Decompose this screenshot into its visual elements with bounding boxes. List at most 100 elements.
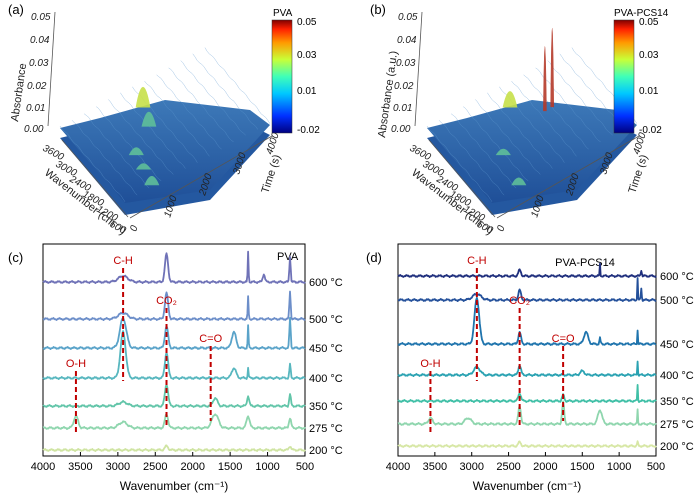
series-label-6: 200 °C: [309, 445, 343, 457]
panel-c-series-labels: 600 °C 500 °C 450 °C 400 °C 350 °C 275 °C 200 …: [309, 277, 343, 457]
panel-b-z-tick-2: 0.02: [394, 81, 414, 92]
surface-ridge-line: [83, 113, 150, 189]
panel-b-z-tick-1: 0.01: [393, 103, 412, 114]
panel-b-colorbar-tick-1: 0.03: [639, 50, 659, 61]
x-tick-label-5: 1500: [570, 461, 594, 473]
surface-ridge-line: [475, 99, 541, 175]
panel-d-series-labels: 600 °C 500 °C 450 °C 400 °C 350 °C 275 °C 200 …: [660, 271, 694, 453]
spectrum-400C: [397, 360, 657, 377]
series-label-2: 450 °C: [309, 343, 343, 355]
x-tick-label-1: 3500: [423, 461, 447, 473]
x-tick-label-7: 500: [647, 461, 665, 473]
spectrum-275C: [397, 400, 657, 426]
surface-peak-0: [502, 91, 518, 108]
panel-d-title: PVA-PCS14: [555, 257, 615, 269]
annotation-label-3: O-H: [420, 358, 440, 370]
panel-b-label: (b): [370, 2, 386, 17]
surface-peak-0: [135, 86, 151, 108]
panel-a-surface-peaks: [59, 47, 271, 202]
panel-b-colorbar: PVA-PCS14 0.05 0.03 0.01 -0.02: [613, 8, 669, 136]
series-label-4: 350 °C: [660, 396, 694, 408]
x-tick-label-1: 3500: [68, 461, 92, 473]
panel-d-label: (d): [366, 250, 382, 265]
annotation-label-0: C-H: [467, 255, 487, 267]
panel-b-z-tick-4: 0.04: [397, 35, 417, 46]
panel-a-colorbar: PVA 0.05 0.03 0.01 -0.02: [271, 8, 320, 136]
panel-a-z-tick-4: 0.04: [30, 35, 50, 46]
spectrum-500C: [42, 290, 306, 321]
surface-ridge-line: [547, 60, 613, 136]
panel-b-y-axis-line: [496, 135, 640, 219]
panel-a-colorbar-tick-1: 0.03: [297, 50, 317, 61]
panel-c-spectra: [42, 250, 306, 452]
x-tick-label-3: 2500: [496, 461, 520, 473]
x-tick-label-4: 2000: [180, 461, 204, 473]
surface-ridge-line: [168, 67, 234, 143]
panel-a-colorbar-gradient: [271, 19, 293, 134]
surface-peak-4: [511, 177, 527, 186]
series-label-3: 400 °C: [309, 373, 343, 385]
spectrum-200C: [397, 440, 657, 448]
surface-ridge-line: [204, 47, 271, 124]
panel-b-colorbar-tick-2: 0.01: [639, 86, 659, 97]
surface-ridge-line: [426, 125, 493, 202]
panel-a-z-tick-2: 0.02: [27, 81, 47, 92]
panel-a-y-tick-0: 0: [128, 224, 140, 233]
x-tick-label-4: 2000: [533, 461, 557, 473]
panel-a-colorbar-tick-2: 0.01: [297, 86, 317, 97]
spectrum-350C: [42, 383, 306, 408]
x-tick-label-2: 3000: [459, 461, 483, 473]
panel-d: (d) PVA-PCS14 C-H CO₂ C=O O-H 4000 3500 3000 2…: [366, 243, 694, 493]
series-label-3: 400 °C: [660, 370, 694, 382]
surface-ridge-line: [108, 99, 174, 175]
panel-c-x-ticks: 4000 3500 3000 2500 2000 1500 1000 500: [31, 452, 314, 473]
x-tick-label-0: 4000: [31, 461, 55, 473]
panel-b-colorbar-title: PVA-PCS14: [614, 8, 669, 19]
series-label-1: 500 °C: [660, 295, 694, 307]
spectrum-450C: [397, 296, 657, 346]
panel-a-colorbar-tick-3: -0.02: [297, 125, 320, 136]
surface-ridge-line: [463, 106, 529, 181]
x-tick-label-3: 2500: [143, 461, 167, 473]
surface-ridge-line: [96, 106, 162, 181]
panel-c-plot-frame: [42, 243, 306, 457]
panel-a-z-axis-line: [47, 11, 56, 127]
surface-ridge-line: [59, 125, 126, 202]
series-label-2: 450 °C: [660, 339, 694, 351]
panel-b-colorbar-tick-3: -0.02: [639, 125, 662, 136]
panel-a-y-axis-line: [129, 135, 273, 219]
panel-c-annotations: C-H CO₂ C=O O-H: [66, 255, 223, 432]
spectrum-275C: [42, 413, 306, 430]
series-label-4: 350 °C: [309, 401, 343, 413]
series-label-0: 600 °C: [660, 271, 694, 283]
panel-c-title: PVA: [277, 251, 299, 263]
panel-a-z-tick-5: 0.05: [31, 12, 51, 23]
spectrum-600C: [397, 262, 657, 278]
panel-a-z-tick-3: 0.03: [29, 58, 49, 69]
surface-ridge-line: [120, 92, 186, 169]
surface-ridge-line: [71, 120, 138, 196]
surface-peak-2: [550, 28, 555, 108]
surface-ridge-line: [535, 67, 601, 143]
surface-peak-1: [543, 46, 547, 112]
panel-d-spectra: [397, 262, 657, 448]
panel-a-y-label: Time (s): [259, 153, 283, 195]
surface-ridge-line: [511, 80, 577, 157]
panel-d-x-ticks: 4000 3500 3000 2500 2000 1500 1000 500: [386, 452, 665, 473]
panel-b-z-tick-3: 0.03: [396, 58, 416, 69]
surface-peak-4: [144, 176, 160, 186]
annotation-label-1: CO₂: [509, 295, 530, 307]
annotation-label-3: O-H: [66, 358, 86, 370]
x-tick-label-6: 1000: [255, 461, 279, 473]
panel-d-plot-frame: [397, 243, 657, 457]
panel-b-z-tick-0: 0.00: [391, 124, 411, 135]
spectrum-600C: [42, 250, 306, 284]
surface-ridge-line: [450, 113, 517, 189]
panel-b-y-tick-0: 0: [495, 224, 507, 233]
spectrum-200C: [42, 444, 306, 452]
surface-peak-2: [128, 147, 144, 156]
series-label-6: 200 °C: [660, 441, 694, 453]
surface-peak-3: [495, 148, 511, 156]
panel-a-x-axis-line: [61, 139, 129, 218]
